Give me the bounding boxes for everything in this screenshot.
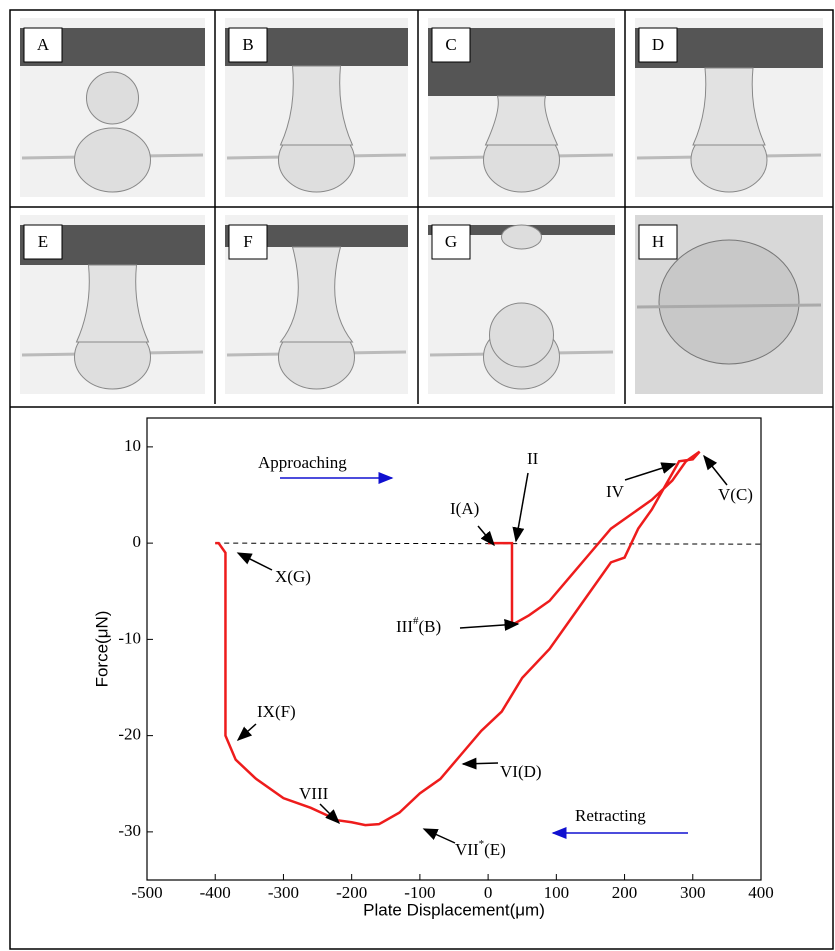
droplet (87, 72, 139, 124)
x-tick-label: -200 (336, 883, 367, 902)
annotation-text: I(A) (450, 499, 479, 518)
annotation-arrow (516, 473, 528, 541)
annotation-arrow (625, 464, 675, 480)
x-axis-label: Plate Displacement(μm) (363, 900, 545, 919)
panel-label: H (652, 232, 664, 251)
annotation: Approaching (258, 453, 347, 472)
annotation-arrow (238, 724, 256, 740)
annotation-text: Retracting (575, 806, 646, 825)
annotation-arrow (238, 553, 272, 570)
annotation-text: IV (606, 482, 625, 501)
panel-label: C (445, 35, 456, 54)
annotation-text: V(C) (718, 485, 753, 504)
panel-label: G (445, 232, 457, 251)
panel-label: D (652, 35, 664, 54)
annotation: II (527, 449, 539, 468)
annotation-text: X(G) (275, 567, 311, 586)
annotation: X(G) (275, 567, 311, 586)
x-tick-label: -400 (200, 883, 231, 902)
plot-frame (147, 418, 761, 880)
annotation: V(C) (718, 485, 753, 504)
particle (75, 128, 151, 192)
y-tick-label: 0 (133, 532, 142, 551)
panel-label: B (242, 35, 253, 54)
annotation-arrow (704, 456, 727, 485)
x-tick-label: -500 (131, 883, 162, 902)
x-tick-label: 100 (544, 883, 570, 902)
annotation-text: II (527, 449, 539, 468)
annotation-text: VI(D) (500, 762, 542, 781)
annotation-after: (B) (418, 617, 441, 636)
annotation-arrow (478, 526, 494, 545)
y-tick-label: 10 (124, 436, 141, 455)
y-tick-label: -10 (118, 628, 141, 647)
panel-label: E (38, 232, 48, 251)
annotation-after: (E) (484, 840, 506, 859)
annotation: I(A) (450, 499, 479, 518)
droplet (490, 303, 554, 367)
x-tick-label: 0 (484, 883, 493, 902)
annotation-arrow (463, 763, 498, 764)
panel-label: F (243, 232, 252, 251)
annotation-text: Approaching (258, 453, 347, 472)
annotation-arrow (460, 624, 518, 628)
x-tick-label: 400 (748, 883, 774, 902)
y-tick-label: -20 (118, 725, 141, 744)
annotation: VI(D) (500, 762, 542, 781)
x-tick-label: -300 (268, 883, 299, 902)
annotation: III#(B) (396, 615, 441, 636)
y-tick-label: -30 (118, 821, 141, 840)
annotation: VIII (299, 784, 329, 803)
annotation: VII*(E) (455, 838, 506, 859)
droplet (502, 225, 542, 249)
annotation-arrow (424, 829, 455, 843)
annotation-text: VII (455, 840, 479, 859)
annotation-text: IX(F) (257, 702, 296, 721)
x-tick-label: 200 (612, 883, 638, 902)
annotation-text: III (396, 617, 413, 636)
x-tick-label: -100 (404, 883, 435, 902)
x-tick-label: 300 (680, 883, 706, 902)
annotation-text: VIII (299, 784, 329, 803)
figure: ABCDEFGH-500-400-300-200-100010020030040… (0, 0, 835, 951)
panel-label: A (37, 35, 50, 54)
particle (659, 240, 799, 364)
fiber (637, 305, 821, 307)
annotation: IX(F) (257, 702, 296, 721)
annotation: IV (606, 482, 625, 501)
y-axis-label: Force(μN) (92, 611, 111, 688)
annotation: Retracting (575, 806, 646, 825)
